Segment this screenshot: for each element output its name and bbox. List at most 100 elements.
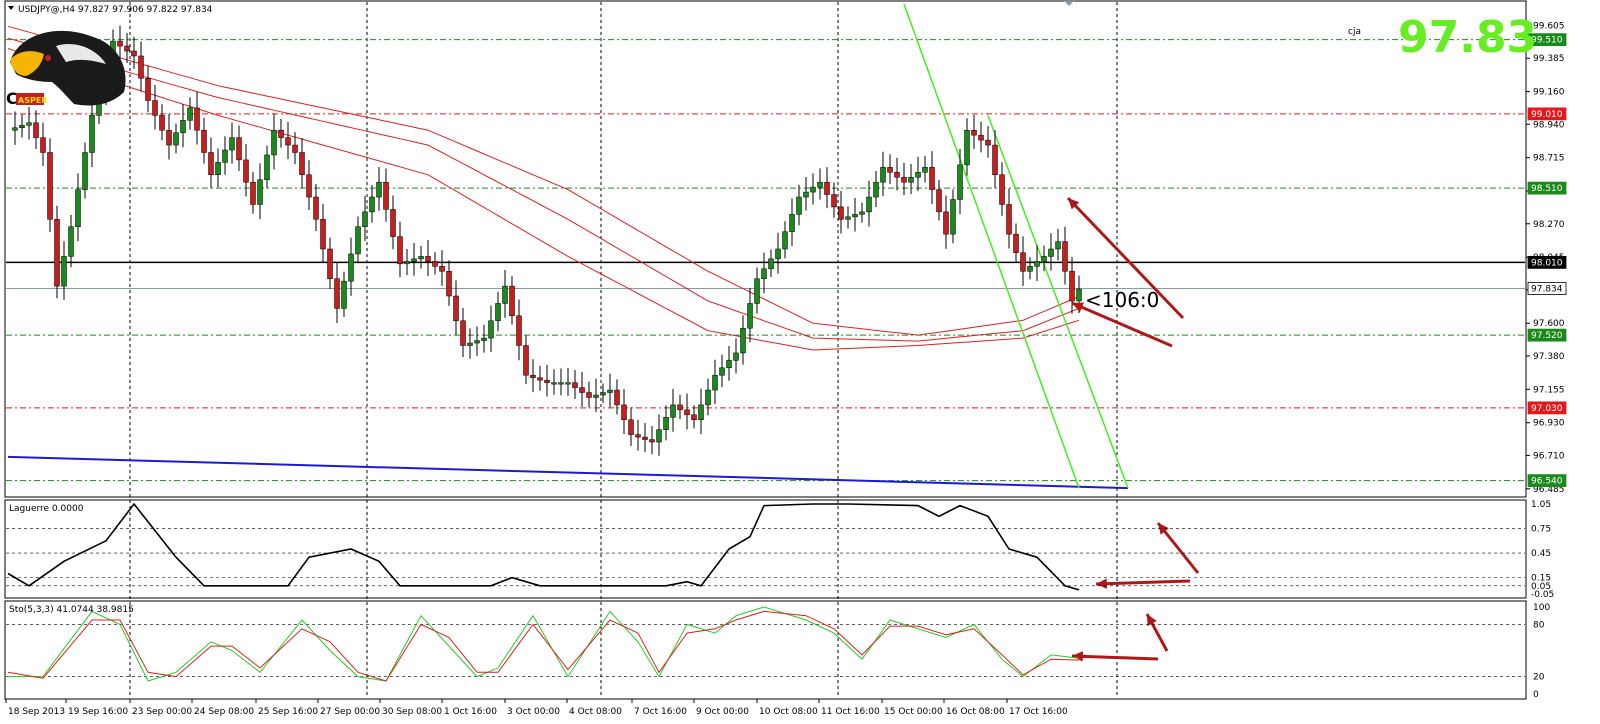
candle-body-85	[600, 392, 606, 396]
candle-body-56	[397, 236, 403, 265]
candle-body-145	[1020, 252, 1026, 272]
candle-body-41	[292, 144, 298, 153]
level-label-2: 98.510	[1531, 184, 1563, 194]
candle-body-89	[628, 419, 634, 435]
candle-body-42	[299, 152, 305, 176]
x-tick-label-8: 3 Oct 00:00	[507, 707, 560, 717]
x-tick-label-6: 30 Sep 08:00	[382, 707, 442, 717]
candle-body-16	[117, 40, 123, 47]
candle-body-72	[509, 285, 515, 317]
candle-body-113	[796, 196, 802, 215]
scroll-marker-icon	[1064, 1, 1074, 6]
candle-body-140	[985, 139, 991, 146]
candle-body-73	[516, 315, 522, 346]
arrow-head-1	[1072, 302, 1084, 313]
candle-body-126	[887, 167, 893, 173]
candle-body-51	[362, 211, 368, 227]
arrow-head-5	[1072, 651, 1083, 662]
level-label-bg-1	[1527, 107, 1567, 121]
logo-banner	[16, 93, 44, 105]
candle-body-151	[1062, 241, 1068, 272]
candle-body-147	[1034, 261, 1040, 267]
candle-body-138	[971, 129, 977, 136]
candle-body-3	[26, 122, 32, 126]
stoch-panel-frame	[4, 600, 1527, 700]
candle-body-23	[166, 129, 172, 146]
candle-body-135	[950, 199, 956, 235]
candle-body-40	[285, 137, 291, 146]
candle-body-57	[404, 261, 410, 265]
candle-body-52	[369, 196, 375, 213]
candle-body-61	[432, 261, 438, 267]
logo-text: ASPER	[18, 96, 47, 105]
x-tick-label-14: 15 Oct 00:00	[884, 707, 943, 717]
price-tick-label-0: 99.605	[1533, 22, 1565, 32]
sto-tick-label-2: 20	[1533, 673, 1545, 683]
candle-body-87	[614, 389, 620, 406]
chart-symbol: USDJPY@,H4	[18, 5, 75, 15]
eagle-head-icon	[10, 30, 126, 106]
arrow-head-4	[1147, 614, 1157, 626]
logo-letter: C	[6, 89, 18, 108]
level-label-0: 99.510	[1531, 36, 1563, 46]
candle-body-110	[775, 248, 781, 260]
candle-body-149	[1048, 248, 1054, 257]
candle-body-119	[838, 206, 844, 220]
candle-body-114	[803, 191, 809, 198]
moving-averages	[7, 25, 1080, 351]
x-tick-label-9: 4 Oct 08:00	[569, 707, 622, 717]
candle-body-11	[82, 152, 88, 190]
candle-body-136	[957, 164, 963, 200]
candle-body-133	[936, 189, 942, 213]
candle-body-116	[817, 181, 823, 188]
candle-body-39	[278, 129, 284, 138]
y-axis-ticks: 99.60599.38599.16098.94098.71598.49098.2…	[1526, 22, 1565, 700]
candle-body-29	[208, 152, 214, 176]
candle-body-137	[964, 129, 970, 166]
laguerre-line	[7, 502, 1080, 591]
price-tick-label-3: 98.940	[1533, 120, 1565, 130]
annotation-arrows	[1066, 196, 1200, 662]
candle-body-106	[747, 303, 753, 329]
candle-body-27	[194, 107, 200, 131]
candle-body-132	[929, 167, 935, 190]
level-label-6: 97.030	[1531, 404, 1563, 414]
candle-body-43	[306, 174, 312, 198]
x-tick-label-12: 10 Oct 08:00	[759, 707, 818, 717]
ma-line-1	[7, 37, 1080, 342]
x-tick-label-16: 17 Oct 16:00	[1009, 707, 1068, 717]
candle-body-36	[257, 179, 263, 205]
candle-body-28	[201, 129, 207, 153]
arrow-head-3	[1096, 578, 1107, 589]
candle-body-150	[1055, 241, 1061, 250]
svg-text:USDJPY@,H4 97.827 97.906 97.82: USDJPY@,H4 97.827 97.906 97.822 97.834	[18, 5, 213, 15]
laguerre-panel-frame	[4, 499, 1527, 599]
level-label-bg-4	[1527, 282, 1567, 295]
candle-body-54	[383, 181, 389, 210]
candle-body-32	[229, 137, 235, 151]
candle-body-9	[68, 226, 74, 257]
candle-body-105	[740, 327, 746, 354]
candle-body-18	[131, 50, 137, 57]
sto-line-signal	[7, 610, 1080, 682]
candle-body-58	[411, 258, 417, 262]
dropdown-triangle-icon[interactable]	[8, 6, 14, 10]
candle-body-94	[663, 417, 669, 430]
candle-body-74	[523, 345, 529, 376]
lag-tick-label-0: 1.05	[1531, 500, 1551, 510]
candle-body-146	[1027, 266, 1033, 272]
candle-body-152	[1069, 271, 1075, 302]
sto-line-main	[8, 606, 1080, 682]
candle-body-71	[502, 285, 508, 304]
candle-body-141	[992, 144, 998, 176]
candle-body-59	[418, 256, 424, 260]
candle-body-83	[586, 392, 592, 398]
candle-body-37	[264, 154, 270, 180]
candle-body-82	[579, 387, 585, 393]
candle-body-127	[894, 172, 900, 178]
candle-body-131	[922, 167, 928, 173]
candle-body-35	[250, 181, 256, 205]
candle-body-62	[439, 266, 445, 272]
candle-body-124	[873, 181, 879, 198]
